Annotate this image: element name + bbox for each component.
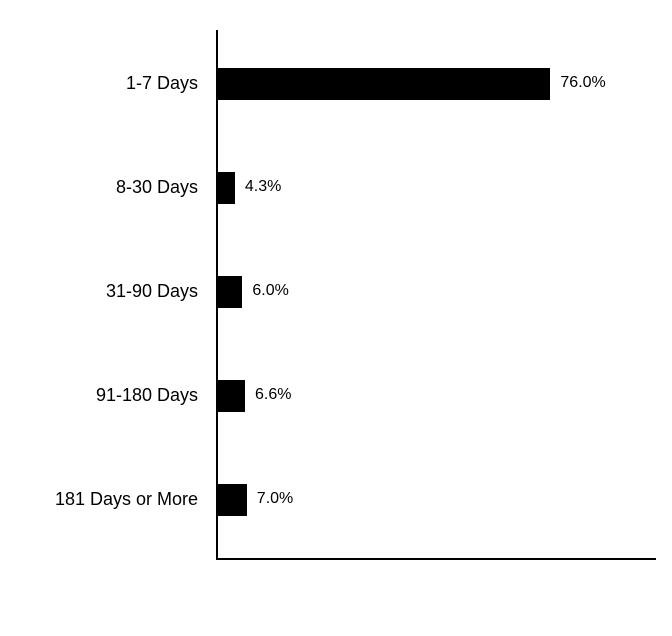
bar	[216, 380, 245, 412]
value-label: 6.6%	[255, 386, 291, 404]
category-label: 31-90 Days	[106, 281, 198, 302]
bar	[216, 172, 235, 204]
duration-bar-chart: 1-7 Days76.0%8-30 Days4.3%31-90 Days6.0%…	[0, 0, 672, 636]
bar-row: 1-7 Days76.0%	[216, 68, 656, 100]
plot-area: 1-7 Days76.0% 8-30 Days4.3% 31-90 Days6.0%…	[216, 30, 656, 560]
category-label: 1-7 Days	[126, 73, 198, 94]
bar-row: 181 Days or More7.0%	[216, 484, 656, 516]
value-label: 76.0%	[560, 74, 605, 92]
bar-row: 31-90 Days6.0%	[216, 276, 656, 308]
bar	[216, 276, 242, 308]
value-label: 4.3%	[245, 178, 281, 196]
value-label: 6.0%	[252, 282, 288, 300]
category-label: 8-30 Days	[116, 177, 198, 198]
category-label: 91-180 Days	[96, 385, 198, 406]
category-label: 181 Days or More	[55, 489, 198, 510]
value-label: 7.0%	[257, 490, 293, 508]
bar-row: 91-180 Days6.6%	[216, 380, 656, 412]
x-axis	[216, 558, 656, 560]
bar	[216, 484, 247, 516]
bar	[216, 68, 550, 100]
bar-row: 8-30 Days4.3%	[216, 172, 656, 204]
